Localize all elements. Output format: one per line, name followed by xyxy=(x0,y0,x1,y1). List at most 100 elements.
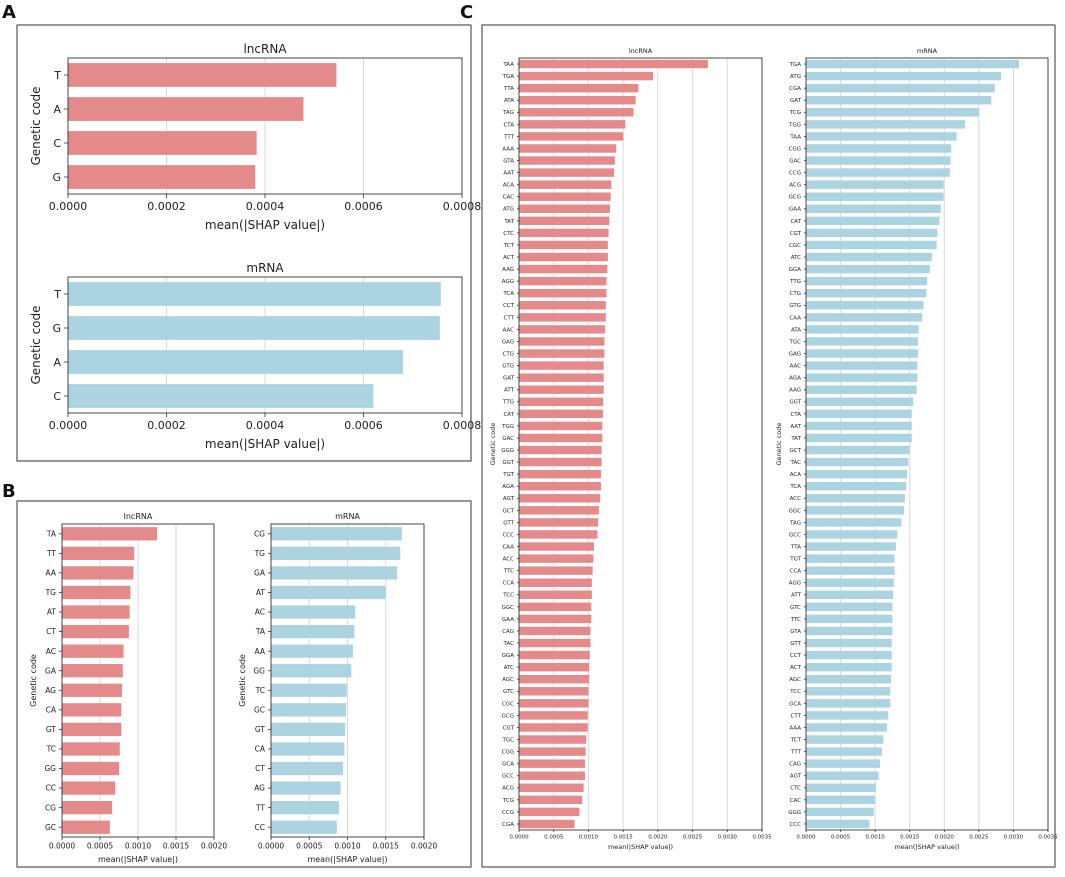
y-tick-label: TT xyxy=(255,803,265,812)
x-tick-label: 0.0000 xyxy=(258,842,284,851)
y-tick-label: CGT xyxy=(790,231,802,237)
bar xyxy=(806,349,919,358)
bar xyxy=(519,771,585,780)
bar xyxy=(68,63,337,87)
bar xyxy=(519,590,592,600)
x-tick-label: 0.0010 xyxy=(866,835,886,841)
y-tick-label: CTC xyxy=(790,786,801,792)
bar xyxy=(806,518,902,527)
bar xyxy=(519,409,604,419)
x-tick-label: 0.0005 xyxy=(544,835,564,841)
y-tick-label: GCG xyxy=(502,713,514,719)
bar xyxy=(519,216,610,226)
x-tick-label: 0.0008 xyxy=(443,200,482,213)
y-tick-label: CGT xyxy=(503,725,515,731)
bar xyxy=(806,650,892,660)
bar xyxy=(62,605,130,619)
bar xyxy=(806,795,876,805)
y-tick-label: TCT xyxy=(790,737,802,743)
bar xyxy=(271,722,346,737)
y-tick-label: GCA xyxy=(502,762,514,768)
x-tick-label: 0.0015 xyxy=(614,835,634,841)
y-tick-label: ATA xyxy=(791,327,801,333)
y-tick-label: CTC xyxy=(503,231,514,237)
y-tick-label: CT xyxy=(46,627,56,636)
x-tick-label: 0.0010 xyxy=(579,835,599,841)
bar xyxy=(806,807,874,817)
bar xyxy=(271,605,356,619)
bar xyxy=(519,144,617,153)
y-tick-label: AGG xyxy=(502,279,514,285)
bar xyxy=(271,703,346,717)
bar xyxy=(519,276,607,286)
y-tick-label: TTT xyxy=(790,750,802,756)
y-tick-label: AGC xyxy=(789,677,801,683)
bar xyxy=(271,781,341,795)
y-tick-label: CC xyxy=(255,823,265,832)
y-tick-label: ATC xyxy=(791,255,801,261)
y-tick-label: TC xyxy=(46,745,56,754)
y-tick-label: GTT xyxy=(503,520,514,526)
bar xyxy=(806,566,895,575)
bar xyxy=(271,546,401,560)
bar xyxy=(519,240,608,250)
y-tick-label: GTG xyxy=(502,364,514,370)
y-tick-label: GCT xyxy=(790,448,802,454)
bar xyxy=(519,626,591,636)
bar xyxy=(519,530,598,539)
y-tick-label: TGA xyxy=(502,74,515,80)
y-tick-label: AAC xyxy=(503,327,515,333)
bar xyxy=(271,820,337,834)
y-tick-label: ACA xyxy=(790,472,802,478)
y-tick-label: TAT xyxy=(790,436,801,442)
x-tick-label: 0.0002 xyxy=(147,200,186,213)
y-tick-label: GA xyxy=(254,569,266,578)
panel-a-frame xyxy=(16,24,472,462)
y-tick-label: C xyxy=(53,390,61,403)
bar xyxy=(271,742,345,756)
y-tick-label: TGG xyxy=(501,424,514,430)
bar xyxy=(271,644,353,658)
x-tick-label: 0.0000 xyxy=(796,835,816,841)
y-tick-label: CC xyxy=(46,784,56,793)
bar xyxy=(806,457,909,467)
bar xyxy=(806,337,919,346)
x-tick-label: 0.0005 xyxy=(296,842,322,851)
x-tick-label: 0.0010 xyxy=(334,842,360,851)
y-tick-label: GAG xyxy=(502,339,514,345)
bar xyxy=(519,325,606,334)
bar xyxy=(519,723,588,732)
y-tick-label: TCG xyxy=(502,798,514,804)
bar xyxy=(806,325,919,334)
bar xyxy=(806,276,927,286)
y-tick-label: AAC xyxy=(790,364,802,370)
y-tick-label: ACT xyxy=(790,665,802,671)
y-tick-label: AC xyxy=(255,608,265,617)
y-axis-label: Genetic code xyxy=(29,86,43,165)
y-tick-label: TGG xyxy=(788,122,801,128)
bar xyxy=(519,650,590,660)
panel-b-frame xyxy=(16,500,472,868)
x-tick-label: 0.0015 xyxy=(900,835,920,841)
y-tick-label: CGG xyxy=(789,146,801,152)
y-tick-label: GAT xyxy=(790,98,802,104)
x-tick-label: 0.0025 xyxy=(969,835,989,841)
bar xyxy=(806,144,952,153)
bar xyxy=(519,288,607,298)
bar xyxy=(806,108,979,117)
y-tick-label: AT xyxy=(47,608,57,617)
plot-frame xyxy=(518,57,763,831)
y-tick-label: GGG xyxy=(788,810,801,816)
y-tick-label: GGT xyxy=(502,460,514,466)
bar xyxy=(806,252,932,262)
bar xyxy=(519,457,602,467)
bar xyxy=(806,638,892,648)
bar xyxy=(806,481,907,491)
bar xyxy=(68,282,441,306)
y-tick-label: ATG xyxy=(503,207,514,213)
bar xyxy=(62,585,131,600)
bar xyxy=(62,781,116,795)
y-tick-label: AG xyxy=(254,784,265,793)
bar xyxy=(62,761,119,776)
x-tick-label: 0.0020 xyxy=(648,835,668,841)
